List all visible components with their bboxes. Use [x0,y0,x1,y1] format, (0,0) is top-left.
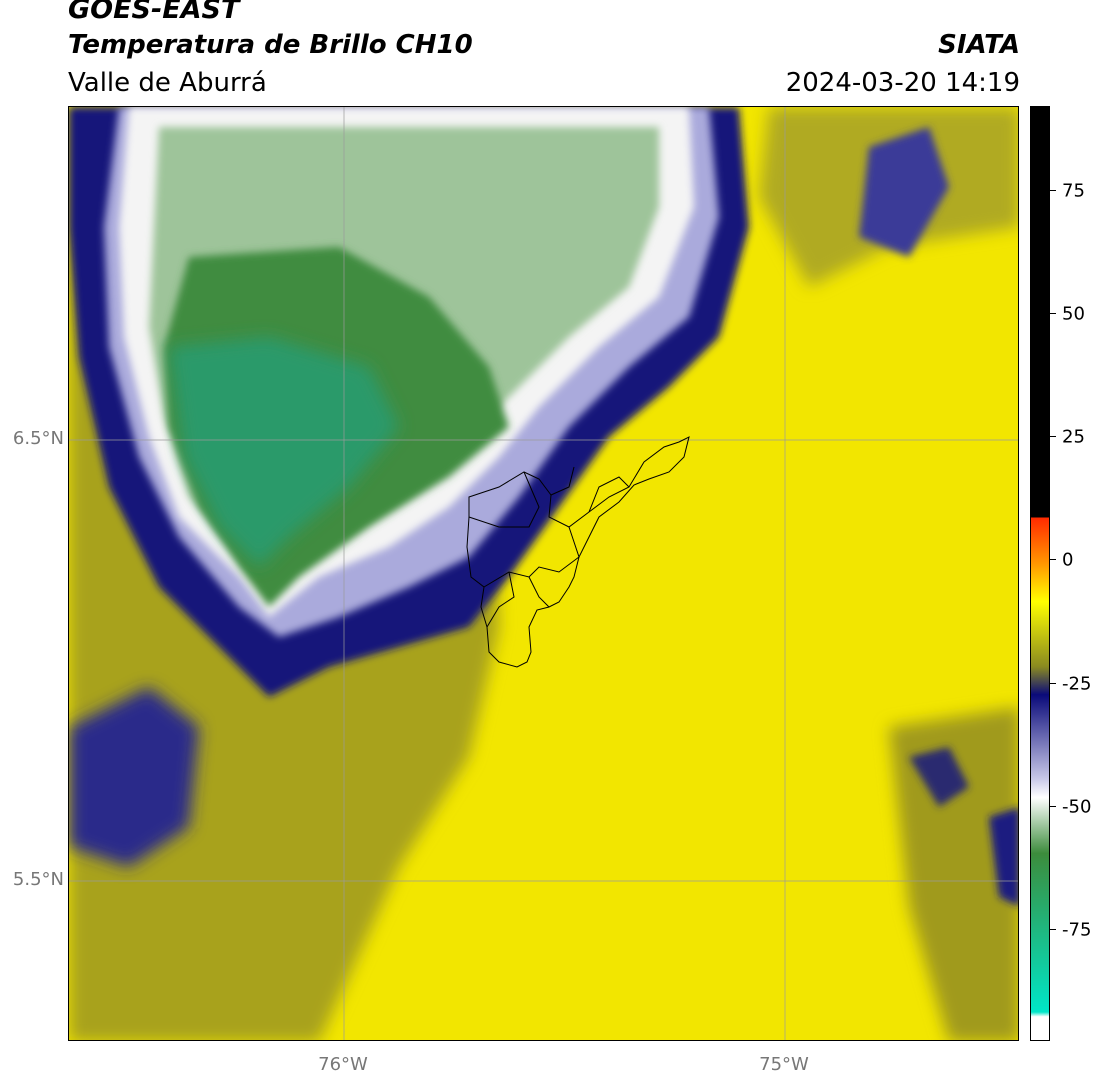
colorbar-label: 75 [1062,180,1085,202]
boundary-line-6 [486,571,515,628]
lon-label-75w: 75°W [759,1054,809,1075]
colorbar-tick [1050,313,1056,314]
cloud-coldest-core [169,337,399,567]
colorbar-label: 50 [1062,303,1085,325]
region-label: Valle de Aburrá [68,68,267,98]
boundary-line-5 [528,576,550,608]
lat-label-6-5n: 6.5°N [12,428,64,449]
cloud-northeast-patch [859,127,949,257]
datetime-label: 2024-03-20 14:19 [785,68,1020,98]
gridlines [69,107,1018,1040]
olive-patch-southeast [889,707,1018,1040]
colorbar-label: -50 [1062,796,1092,818]
colorbar-tick [1050,683,1056,684]
map-canvas [69,107,1018,1040]
satellite-map[interactable] [68,106,1019,1041]
boundary-line-1 [468,471,540,528]
colorbar-tick [1050,929,1056,930]
cloud-west-patch [69,687,199,867]
cloud-east-edge-patch [989,807,1018,907]
colorbar-label: 0 [1062,549,1074,571]
colorbar-tick [1050,436,1056,437]
boundary-outline [466,436,690,668]
colorbar-label: 25 [1062,426,1085,448]
colorbar-tick [1050,559,1056,560]
municipal-boundaries [466,436,690,668]
cloud-east-patch [909,747,969,807]
boundary-line-4 [588,476,630,513]
colorbar-label: -75 [1062,919,1092,941]
colorbar-tick [1050,806,1056,807]
lat-label-5-5n: 5.5°N [12,869,64,890]
colorbar-tick [1050,190,1056,191]
boundary-line-2 [550,466,575,496]
map-title: GOES-EAST [68,0,240,25]
map-subtitle: Temperatura de Brillo CH10 [68,30,473,60]
colorbar-label: -25 [1062,673,1092,695]
colorbar [1030,106,1050,1041]
lon-label-76w: 76°W [318,1054,368,1075]
organization-label: SIATA [938,30,1020,60]
